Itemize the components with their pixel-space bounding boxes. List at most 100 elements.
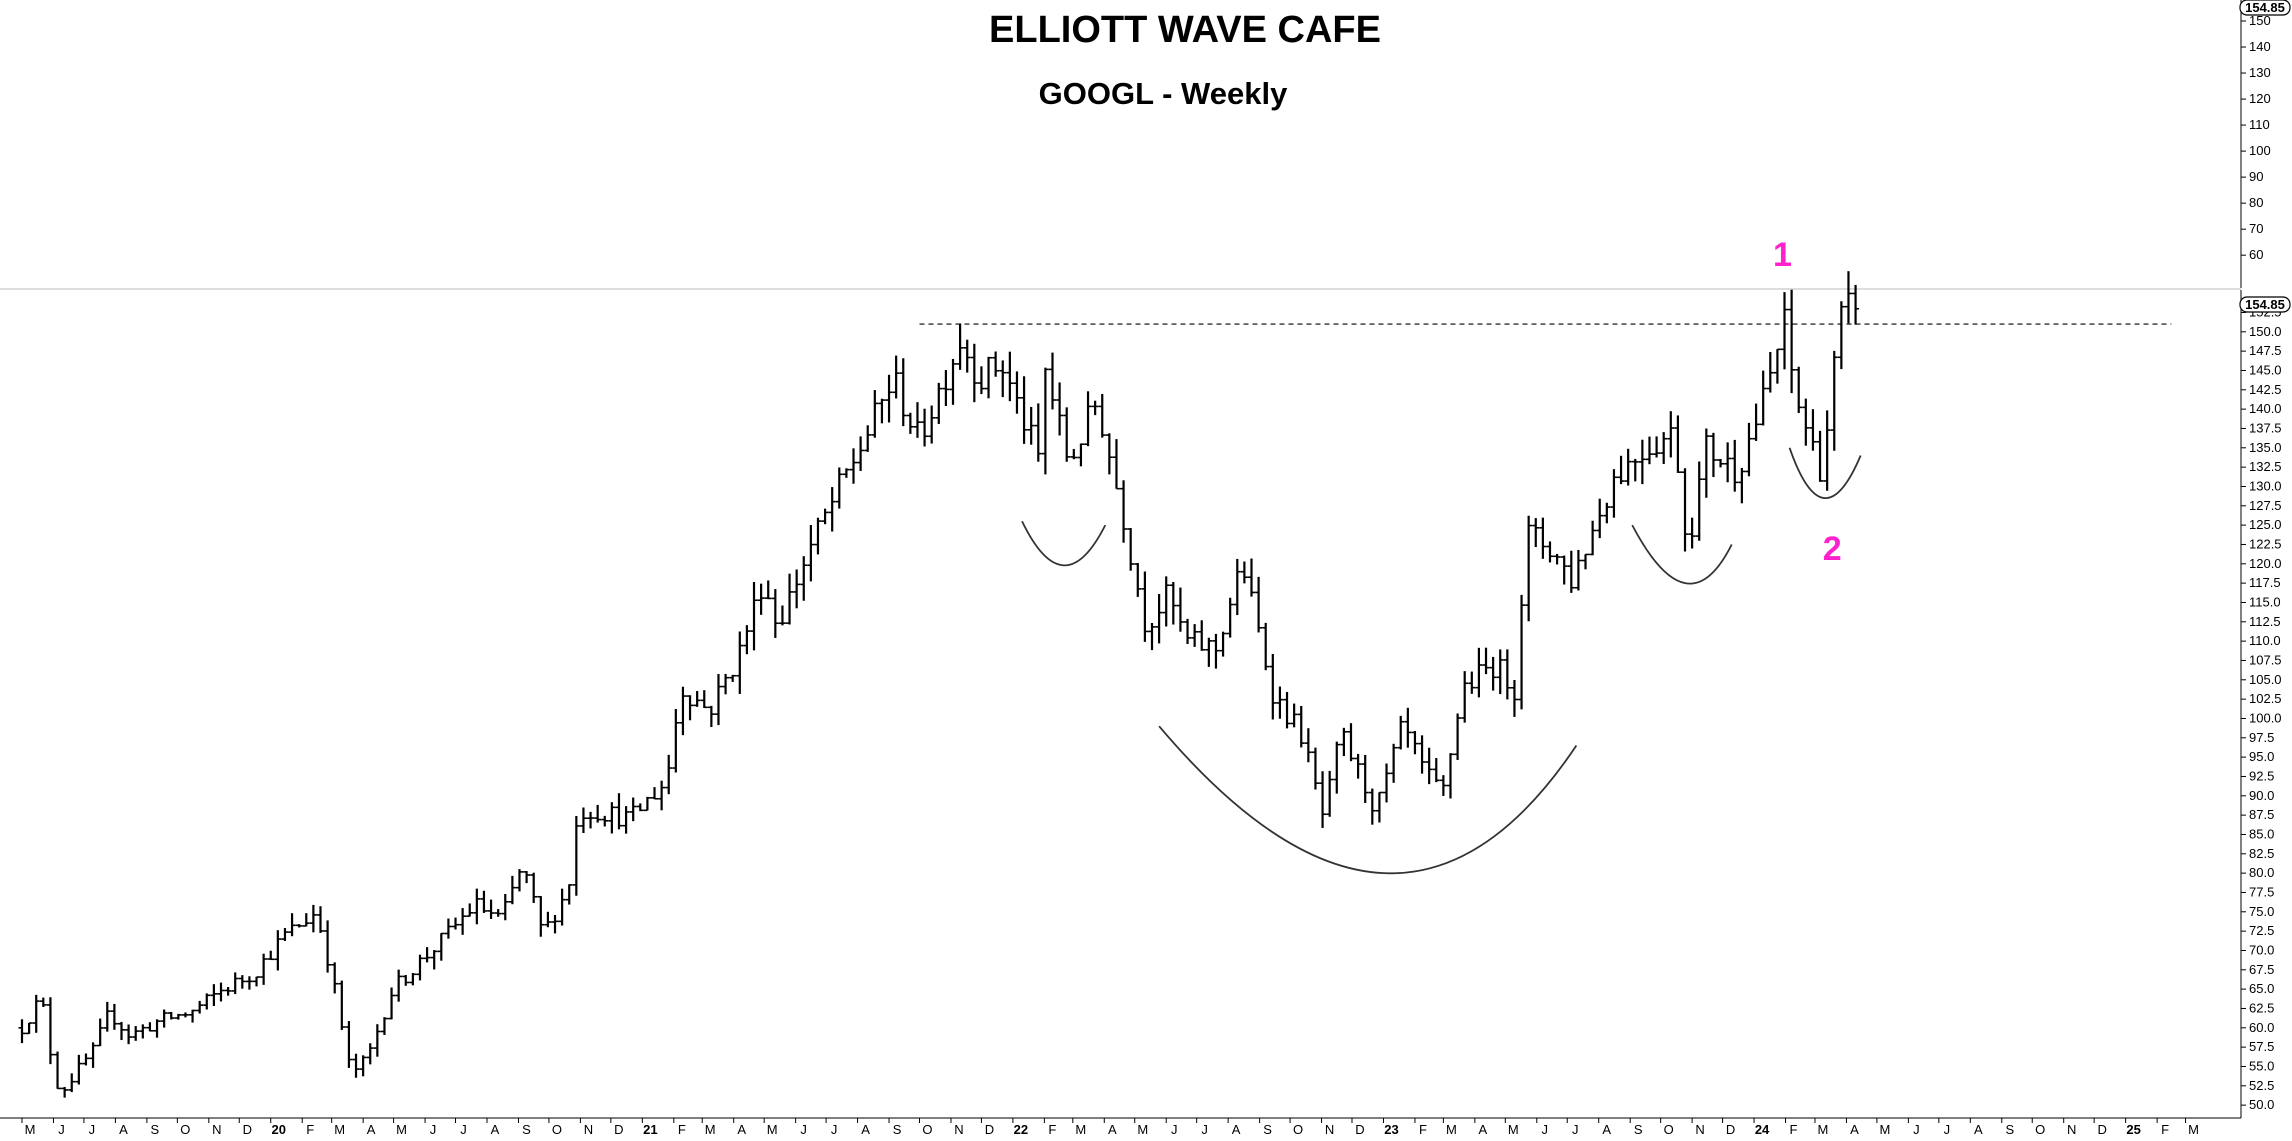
- main-y-tick-label: 115.0: [2249, 594, 2281, 609]
- main-y-tick-label: 120.0: [2249, 556, 2282, 571]
- x-tick-label: F: [2161, 1122, 2169, 1137]
- x-tick-label: 25: [2126, 1122, 2140, 1137]
- upper-y-tick-label: 100: [2249, 143, 2271, 158]
- main-y-tick-label: 112.5: [2249, 614, 2281, 629]
- x-tick-label: M: [334, 1122, 345, 1137]
- x-tick-label: M: [705, 1122, 716, 1137]
- x-tick-label: 20: [272, 1122, 286, 1137]
- x-tick-label: A: [1974, 1122, 1983, 1137]
- x-tick-label: J: [1542, 1122, 1549, 1137]
- x-tick-label: A: [491, 1122, 500, 1137]
- main-y-tick-label: 147.5: [2249, 343, 2282, 358]
- x-tick-label: M: [1137, 1122, 1148, 1137]
- main-y-tick-label: 85.0: [2249, 826, 2274, 841]
- upper-y-tick-label: 120: [2249, 91, 2271, 106]
- main-y-tick-label: 82.5: [2249, 846, 2274, 861]
- main-y-tick-label: 77.5: [2249, 884, 2274, 899]
- arc-small-handle: [1788, 447, 1862, 499]
- x-tick-label: D: [1355, 1122, 1364, 1137]
- upper-y-tick-label: 60: [2249, 247, 2263, 262]
- arc-small-right: [1631, 524, 1733, 585]
- upper-last-price: 154.85: [2245, 0, 2285, 15]
- x-tick-label: F: [678, 1122, 686, 1137]
- x-tick-label: M: [2188, 1122, 2199, 1137]
- x-tick-label: M: [1508, 1122, 1519, 1137]
- upper-y-tick-label: 80: [2249, 195, 2263, 210]
- main-last-price: 154.85: [2245, 297, 2285, 312]
- main-y-tick-label: 105.0: [2249, 672, 2282, 687]
- x-tick-label: N: [2067, 1122, 2076, 1137]
- main-y-tick-label: 137.5: [2249, 420, 2282, 435]
- main-y-tick-label: 92.5: [2249, 768, 2274, 783]
- main-y-tick-label: 75.0: [2249, 904, 2274, 919]
- main-y-tick-label: 142.5: [2249, 382, 2282, 397]
- main-y-tick-label: 125.0: [2249, 517, 2282, 532]
- upper-last-price-badge: 154.85: [2239, 0, 2291, 16]
- main-y-tick-label: 80.0: [2249, 865, 2274, 880]
- x-tick-label: N: [584, 1122, 593, 1137]
- x-tick-label: M: [1818, 1122, 1829, 1137]
- main-y-tick-label: 140.0: [2249, 401, 2282, 416]
- x-tick-label: J: [460, 1122, 467, 1137]
- price-bars: [18, 271, 1860, 1098]
- main-y-tick-label: 145.0: [2249, 362, 2282, 377]
- x-tick-label: N: [1695, 1122, 1704, 1137]
- x-tick-label: O: [1293, 1122, 1303, 1137]
- x-tick-label: S: [893, 1122, 902, 1137]
- main-y-tick-label: 55.0: [2249, 1058, 2274, 1073]
- main-y-tick-label: 100.0: [2249, 710, 2282, 725]
- x-tick-label: M: [767, 1122, 778, 1137]
- x-tick-label: A: [737, 1122, 746, 1137]
- upper-y-tick-label: 90: [2249, 169, 2263, 184]
- x-tick-label: J: [831, 1122, 838, 1137]
- x-tick-label: J: [89, 1122, 96, 1137]
- upper-y-tick-label: 140: [2249, 39, 2271, 54]
- x-tick-label: F: [306, 1122, 314, 1137]
- main-y-tick-label: 122.5: [2249, 536, 2282, 551]
- main-y-tick-label: 135.0: [2249, 440, 2282, 455]
- x-tick-label: M: [25, 1122, 36, 1137]
- x-tick-label: S: [1634, 1122, 1643, 1137]
- main-y-tick-label: 127.5: [2249, 498, 2282, 513]
- upper-y-tick-label: 130: [2249, 65, 2271, 80]
- arc-large-cup: [1158, 725, 1578, 875]
- x-tick-label: 24: [1755, 1122, 1770, 1137]
- main-y-tick-label: 102.5: [2249, 691, 2282, 706]
- main-last-price-badge: 154.85: [2239, 296, 2291, 313]
- main-y-tick-label: 65.0: [2249, 981, 2274, 996]
- x-tick-label: 21: [643, 1122, 657, 1137]
- x-tick-label: A: [861, 1122, 870, 1137]
- upper-panel: 150 140 130 120 110 100 90 80 70 60: [2240, 0, 2271, 288]
- x-tick-label: O: [922, 1122, 932, 1137]
- main-y-tick-label: 70.0: [2249, 942, 2274, 957]
- x-tick-label: J: [1944, 1122, 1951, 1137]
- main-y-tick-label: 110.0: [2249, 633, 2281, 648]
- x-tick-label: D: [2097, 1122, 2106, 1137]
- x-tick-label: S: [2005, 1122, 2014, 1137]
- upper-y-tick-label: 70: [2249, 221, 2263, 236]
- x-tick-label: A: [119, 1122, 128, 1137]
- main-y-tick-label: 67.5: [2249, 962, 2274, 977]
- main-y-tick-label: 117.5: [2249, 575, 2281, 590]
- x-tick-label: F: [1048, 1122, 1056, 1137]
- arc-small-left: [1021, 520, 1107, 567]
- wave-label-1: 1: [1773, 236, 1792, 274]
- x-tick-label: J: [800, 1122, 807, 1137]
- main-y-tick-label: 132.5: [2249, 459, 2282, 474]
- x-tick-label: D: [985, 1122, 994, 1137]
- main-y-tick-label: 50.0: [2249, 1097, 2274, 1112]
- x-tick-label: D: [1726, 1122, 1735, 1137]
- x-tick-label: J: [1201, 1122, 1208, 1137]
- x-tick-label: O: [2035, 1122, 2045, 1137]
- upper-y-tick-label: 150: [2249, 13, 2271, 28]
- x-tick-label: M: [1075, 1122, 1086, 1137]
- x-tick-label: J: [58, 1122, 65, 1137]
- x-tick-label: S: [151, 1122, 160, 1137]
- main-y-tick-label: 90.0: [2249, 788, 2274, 803]
- x-tick-label: A: [1232, 1122, 1241, 1137]
- x-tick-label: J: [1171, 1122, 1178, 1137]
- x-tick-label: N: [212, 1122, 221, 1137]
- main-y-tick-label: 62.5: [2249, 1000, 2274, 1015]
- x-tick-label: A: [1602, 1122, 1611, 1137]
